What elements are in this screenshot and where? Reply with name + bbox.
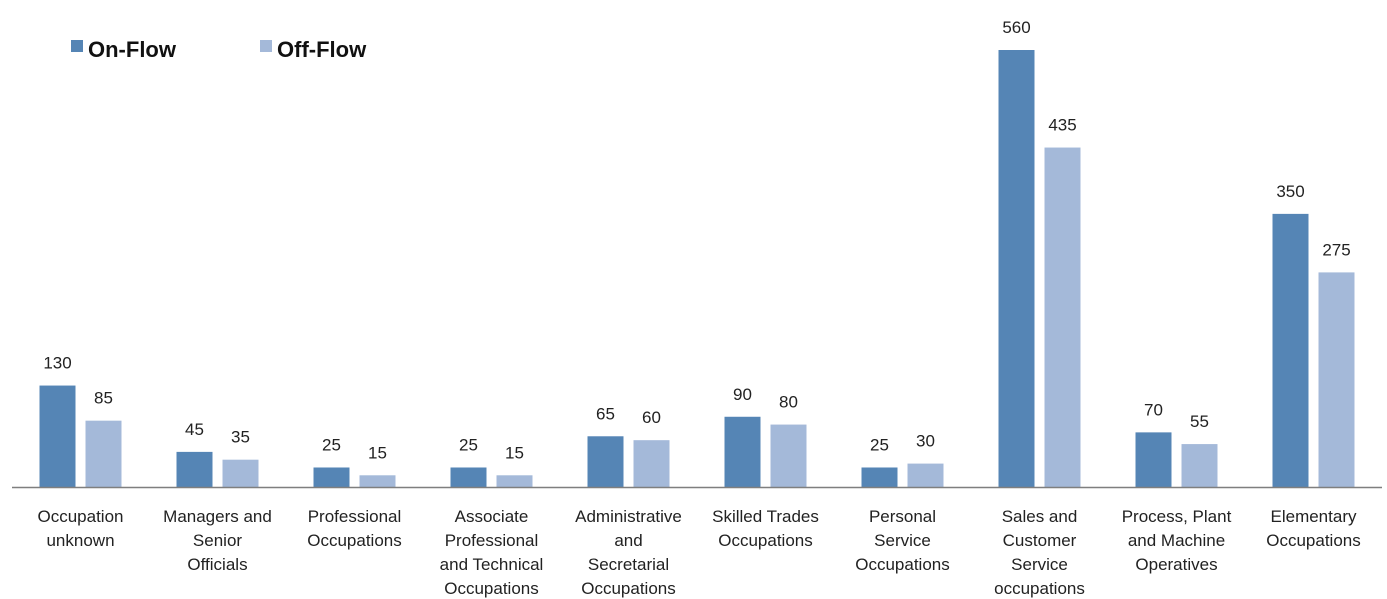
category-label-1: Managers and Senior Officials bbox=[163, 507, 272, 574]
bars-group bbox=[39, 50, 1355, 487]
bar-off-flow-7 bbox=[1044, 147, 1081, 487]
bar-on-flow-8 bbox=[1135, 432, 1172, 487]
bar-on-flow-9 bbox=[1272, 213, 1309, 487]
bar-on-flow-2 bbox=[313, 467, 350, 487]
value-label-on-flow-3: 25 bbox=[459, 435, 478, 454]
category-labels-group: Occupation unknown Managers and Senior Offic… bbox=[38, 507, 1361, 598]
bar-off-flow-0 bbox=[85, 420, 122, 487]
bar-on-flow-3 bbox=[450, 467, 487, 487]
value-label-on-flow-6: 25 bbox=[870, 435, 889, 454]
bar-off-flow-9 bbox=[1318, 272, 1355, 487]
bar-on-flow-5 bbox=[724, 416, 761, 487]
value-label-on-flow-4: 65 bbox=[596, 404, 615, 423]
value-label-off-flow-1: 35 bbox=[231, 428, 250, 447]
value-label-off-flow-7: 435 bbox=[1048, 116, 1076, 135]
category-label-2: Professional Occupations bbox=[307, 507, 402, 550]
category-label-0: Occupation unknown bbox=[38, 507, 124, 550]
category-label-3: Associate Professional and Technical Occupa… bbox=[440, 507, 544, 598]
category-label-9: Elementary Occupations bbox=[1266, 507, 1361, 550]
value-label-on-flow-7: 560 bbox=[1002, 18, 1030, 37]
value-label-off-flow-9: 275 bbox=[1322, 240, 1350, 259]
value-label-on-flow-0: 130 bbox=[43, 354, 71, 373]
category-label-5: Skilled Trades Occupations bbox=[712, 507, 819, 550]
bar-on-flow-0 bbox=[39, 385, 76, 487]
bar-off-flow-8 bbox=[1181, 444, 1218, 487]
bar-on-flow-6 bbox=[861, 467, 898, 487]
bar-off-flow-5 bbox=[770, 424, 807, 487]
value-label-on-flow-2: 25 bbox=[322, 435, 341, 454]
value-label-off-flow-8: 55 bbox=[1190, 412, 1209, 431]
category-label-8: Process, Plant and Machine Operatives bbox=[1122, 507, 1232, 574]
category-label-7: Sales and Customer Service occupations bbox=[994, 507, 1085, 598]
bar-off-flow-2 bbox=[359, 475, 396, 487]
legend-swatch-off-flow bbox=[260, 40, 272, 52]
bar-off-flow-6 bbox=[907, 463, 944, 487]
bar-off-flow-4 bbox=[633, 440, 670, 487]
category-label-6: Personal Service Occupations bbox=[855, 507, 950, 574]
value-label-on-flow-9: 350 bbox=[1276, 182, 1304, 201]
bar-on-flow-7 bbox=[998, 50, 1035, 487]
value-label-off-flow-3: 15 bbox=[505, 443, 524, 462]
value-label-off-flow-0: 85 bbox=[94, 389, 113, 408]
bar-off-flow-1 bbox=[222, 459, 259, 487]
value-label-off-flow-5: 80 bbox=[779, 393, 798, 412]
legend-label-on-flow: On-Flow bbox=[88, 37, 177, 62]
bar-off-flow-3 bbox=[496, 475, 533, 487]
bar-on-flow-1 bbox=[176, 451, 213, 487]
value-label-on-flow-1: 45 bbox=[185, 420, 204, 439]
value-label-off-flow-2: 15 bbox=[368, 443, 387, 462]
value-label-on-flow-5: 90 bbox=[733, 385, 752, 404]
legend-swatch-on-flow bbox=[71, 40, 83, 52]
category-label-4: Administrative and Secretarial Occupations bbox=[575, 507, 682, 598]
value-label-off-flow-4: 60 bbox=[642, 408, 661, 427]
value-label-on-flow-8: 70 bbox=[1144, 400, 1163, 419]
value-label-off-flow-6: 30 bbox=[916, 432, 935, 451]
value-labels-group: 130 85 45 35 25 15 25 15 65 60 90 80 25 30 560 435 70 55 3… bbox=[43, 18, 1350, 462]
legend: On-Flow Off-Flow bbox=[71, 37, 367, 62]
legend-label-off-flow: Off-Flow bbox=[277, 37, 367, 62]
bar-on-flow-4 bbox=[587, 436, 624, 487]
